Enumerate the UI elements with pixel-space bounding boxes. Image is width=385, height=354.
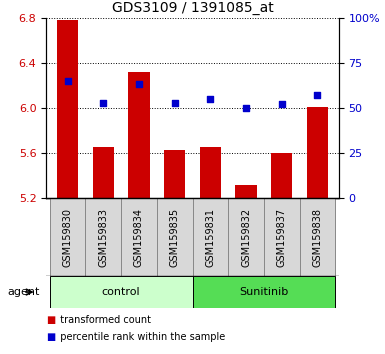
Text: Sunitinib: Sunitinib bbox=[239, 287, 288, 297]
Title: GDS3109 / 1391085_at: GDS3109 / 1391085_at bbox=[112, 1, 273, 15]
Bar bbox=[200, 148, 221, 198]
Point bbox=[314, 92, 320, 98]
Point bbox=[243, 105, 249, 111]
Text: GSM159832: GSM159832 bbox=[241, 207, 251, 267]
Point bbox=[172, 100, 178, 105]
Bar bbox=[192, 276, 335, 308]
Bar bbox=[50, 198, 85, 276]
Bar bbox=[121, 198, 157, 276]
Bar bbox=[92, 148, 114, 198]
Text: GSM159830: GSM159830 bbox=[63, 208, 73, 267]
Text: ■: ■ bbox=[46, 315, 55, 325]
Point bbox=[207, 96, 213, 102]
Text: GSM159831: GSM159831 bbox=[205, 208, 215, 267]
Text: transformed count: transformed count bbox=[54, 315, 151, 325]
Bar bbox=[85, 198, 121, 276]
Text: GSM159833: GSM159833 bbox=[98, 208, 108, 267]
Bar bbox=[128, 72, 150, 198]
Bar bbox=[50, 276, 192, 308]
Bar bbox=[307, 107, 328, 198]
Point bbox=[279, 102, 285, 107]
Bar bbox=[271, 153, 293, 198]
Text: GSM159834: GSM159834 bbox=[134, 208, 144, 267]
Bar bbox=[157, 198, 192, 276]
Text: GSM159837: GSM159837 bbox=[277, 207, 287, 267]
Bar bbox=[192, 198, 228, 276]
Text: ■: ■ bbox=[46, 332, 55, 342]
Text: GSM159835: GSM159835 bbox=[170, 207, 180, 267]
Bar bbox=[164, 150, 185, 198]
Point bbox=[65, 78, 71, 84]
Bar bbox=[235, 185, 257, 198]
Text: GSM159838: GSM159838 bbox=[312, 208, 322, 267]
Bar bbox=[264, 198, 300, 276]
Point bbox=[100, 100, 106, 105]
Text: percentile rank within the sample: percentile rank within the sample bbox=[54, 332, 225, 342]
Point bbox=[136, 82, 142, 87]
Bar bbox=[57, 20, 78, 198]
Text: agent: agent bbox=[8, 287, 40, 297]
Bar bbox=[300, 198, 335, 276]
Text: control: control bbox=[102, 287, 141, 297]
Bar bbox=[228, 198, 264, 276]
